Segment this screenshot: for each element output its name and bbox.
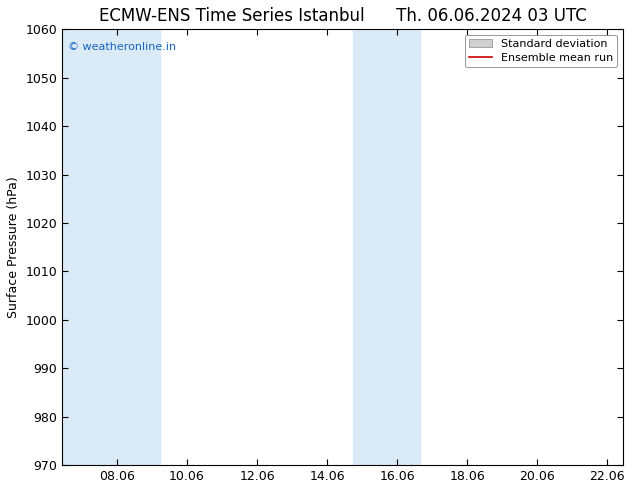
Title: ECMW-ENS Time Series Istanbul      Th. 06.06.2024 03 UTC: ECMW-ENS Time Series Istanbul Th. 06.06.… — [99, 7, 586, 25]
Bar — [62, 29, 160, 465]
Text: © weatheronline.in: © weatheronline.in — [68, 42, 176, 52]
Y-axis label: Surface Pressure (hPa): Surface Pressure (hPa) — [7, 176, 20, 318]
Legend: Standard deviation, Ensemble mean run: Standard deviation, Ensemble mean run — [465, 35, 618, 67]
Bar — [353, 29, 420, 465]
